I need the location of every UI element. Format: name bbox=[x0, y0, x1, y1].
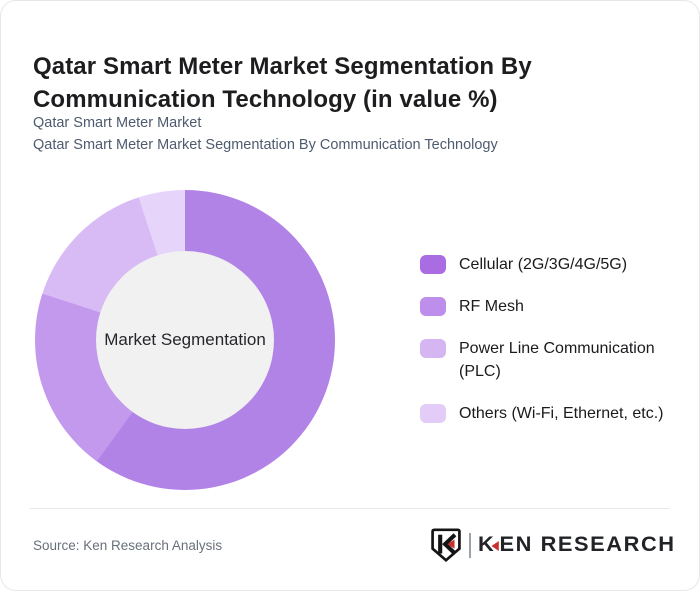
legend-label-rf-mesh: RF Mesh bbox=[459, 298, 524, 315]
logo-separator bbox=[468, 532, 471, 558]
legend-label-cellular: Cellular (2G/3G/4G/5G) bbox=[459, 256, 628, 273]
footer-divider bbox=[30, 508, 670, 509]
donut-hole: Market Segmentation bbox=[96, 251, 274, 429]
donut-chart: Market Segmentation bbox=[35, 190, 335, 490]
legend-item-cellular: Cellular (2G/3G/4G/5G) bbox=[420, 253, 672, 276]
legend-swatch-cellular bbox=[420, 255, 446, 274]
legend-swatch-rf-mesh bbox=[420, 297, 446, 316]
logo-wordmark-k: K bbox=[477, 533, 496, 556]
source-text: Source: Ken Research Analysis bbox=[33, 538, 223, 553]
subtitle-segmentation: Qatar Smart Meter Market Segmentation By… bbox=[33, 137, 498, 153]
chart-legend: Cellular (2G/3G/4G/5G) RF Mesh Power Lin… bbox=[420, 253, 672, 425]
ken-research-shield-icon bbox=[431, 528, 461, 562]
logo-wordmark-rest: EN RESEARCH bbox=[499, 533, 676, 556]
subtitle-market: Qatar Smart Meter Market bbox=[33, 115, 202, 131]
legend-swatch-others bbox=[420, 404, 446, 423]
legend-label-others: Others (Wi-Fi, Ethernet, etc.) bbox=[459, 405, 664, 422]
legend-label-plc: Power Line Communication (PLC) bbox=[459, 340, 655, 380]
legend-item-rf-mesh: RF Mesh bbox=[420, 295, 672, 318]
legend-item-plc: Power Line Communication (PLC) bbox=[420, 337, 672, 383]
logo-red-triangle-icon bbox=[491, 541, 499, 551]
donut-center-label: Market Segmentation bbox=[104, 330, 266, 349]
page-title: Qatar Smart Meter Market Segmentation By… bbox=[33, 53, 532, 114]
legend-item-others: Others (Wi-Fi, Ethernet, etc.) bbox=[420, 402, 672, 425]
legend-swatch-plc bbox=[420, 339, 446, 358]
ken-research-logo: K EN RESEARCH bbox=[430, 528, 674, 562]
logo-wordmark: K EN RESEARCH bbox=[478, 533, 676, 557]
